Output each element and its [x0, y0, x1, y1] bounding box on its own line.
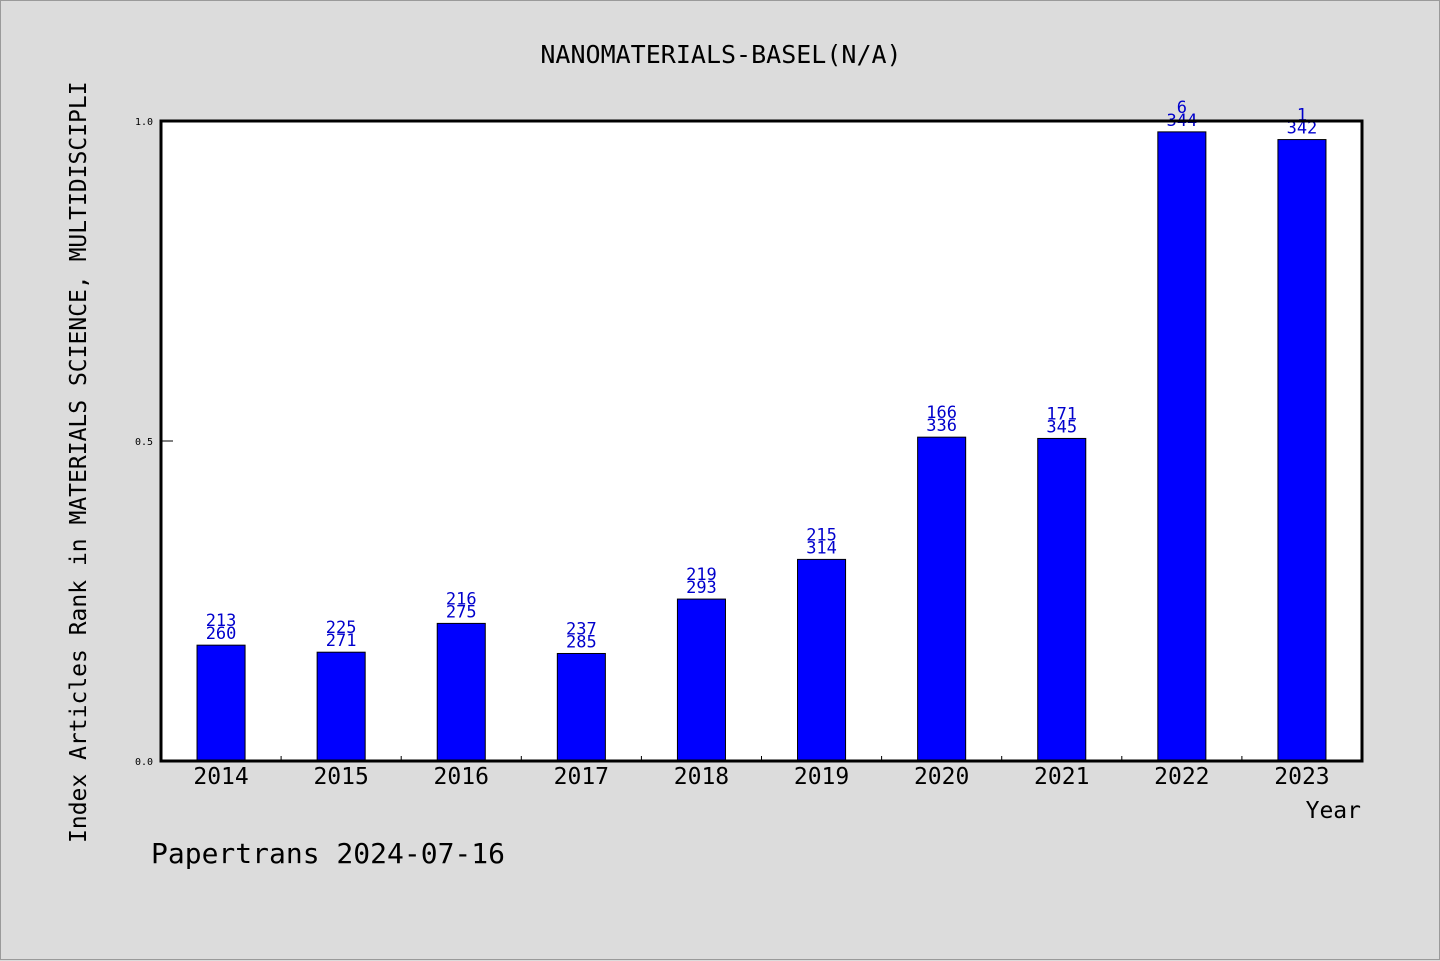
y-tick-label: 0.5: [135, 437, 153, 448]
bar-2019: [797, 558, 847, 762]
y-tick-label: 1.0: [135, 117, 153, 128]
x-tick-label-2020: 2020: [914, 764, 969, 790]
bar-2016: [436, 622, 486, 762]
bar-2014: [196, 644, 246, 762]
bar-2020: [917, 436, 967, 762]
bar-label-top-2014: 213: [206, 611, 237, 631]
bar-label-top-2018: 219: [686, 565, 717, 585]
x-tick-label-2022: 2022: [1154, 764, 1209, 790]
bar-label-bottom-2016: 275: [446, 602, 477, 622]
bar-label-bottom-2021: 345: [1046, 417, 1077, 437]
bar-label-bottom-2014: 260: [206, 624, 237, 644]
x-tick-label-2015: 2015: [313, 764, 368, 790]
bar-label-top-2022: 6: [1177, 98, 1187, 118]
x-tick-label-2016: 2016: [434, 764, 489, 790]
x-axis-label: Year: [1306, 798, 1361, 824]
bar-label-bottom-2015: 271: [326, 631, 357, 651]
bar-label-bottom-2020: 336: [926, 416, 957, 436]
bars-layer: [196, 131, 1327, 762]
bar-2018: [676, 598, 726, 762]
bar-2015: [316, 651, 366, 762]
y-tick-label: 0.0: [135, 757, 153, 768]
footer-watermark: Papertrans 2024-07-16: [151, 837, 505, 870]
bar-label-top-2019: 215: [806, 525, 837, 545]
x-tick-label-2019: 2019: [794, 764, 849, 790]
bar-label-bottom-2018: 293: [686, 578, 717, 598]
bar-2023: [1277, 139, 1327, 762]
plot-border: [159, 119, 1364, 763]
bar-label-bottom-2023: 342: [1287, 119, 1318, 139]
x-axis: 2014 2015 2016 2017 2018 2019 2020 2021 2022 2023: [193, 756, 1330, 790]
bar-label-top-2016: 216: [446, 589, 477, 609]
bar-label-top-2023: 1: [1297, 106, 1307, 126]
x-tick-label-2023: 2023: [1274, 764, 1329, 790]
bar-label-top-2021: 171: [1046, 404, 1077, 424]
chart-title: NANOMATERIALS-BASEL(N/A): [540, 40, 901, 69]
bar-label-top-2017: 237: [566, 619, 597, 639]
bar-label-bottom-2017: 285: [566, 632, 597, 652]
x-tick-label-2018: 2018: [674, 764, 729, 790]
bar-2017: [556, 652, 606, 762]
x-tick-label-2014: 2014: [193, 764, 248, 790]
y-axis-label: Index Articles Rank in MATERIALS SCIENCE…: [66, 81, 92, 843]
bar-label-bottom-2019: 314: [806, 538, 837, 558]
bar-label-top-2020: 166: [926, 403, 957, 423]
bar-label-top-2015: 225: [326, 618, 357, 638]
x-tick-label-2017: 2017: [554, 764, 609, 790]
bar-2022: [1157, 131, 1207, 762]
bar-2021: [1037, 437, 1087, 762]
x-tick-label-2021: 2021: [1034, 764, 1089, 790]
